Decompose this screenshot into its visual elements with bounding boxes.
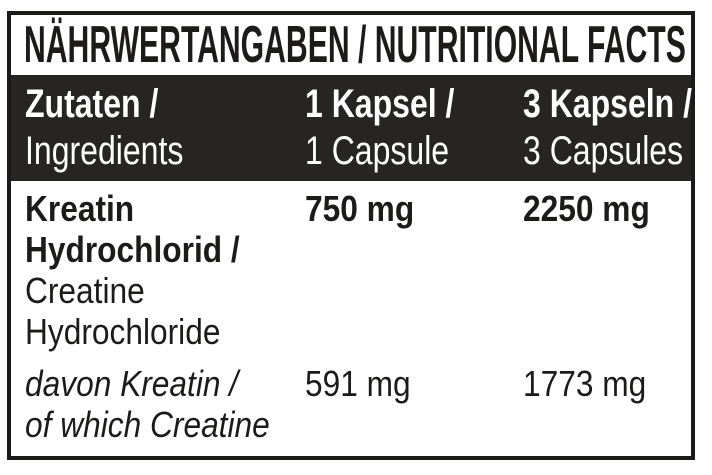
value-1-capsule: 591 mg <box>305 363 411 404</box>
table-header-row: Zutaten / Ingredients 1 Kapsel / 1 Capsu… <box>11 75 692 181</box>
header-3-capsules: 3 Kapseln / 3 Capsules <box>523 81 692 181</box>
ingredient-name-de-line2: Hydrochlorid / <box>25 229 240 270</box>
header-3-capsules-en: 3 Capsules <box>523 129 684 173</box>
ingredient-name-en-line1: Creatine <box>25 270 145 311</box>
table-body: Kreatin Hydrochlorid / Creatine Hydrochl… <box>11 181 691 456</box>
header-1-capsule-de: 1 Kapsel / <box>305 82 455 126</box>
table-title: NÄHRWERTANGABEN / NUTRITIONAL FACTS <box>24 16 686 74</box>
header-ingredients-en: Ingredients <box>25 129 184 173</box>
ingredient-name: Kreatin Hydrochlorid / Creatine Hydrochl… <box>25 188 271 352</box>
ingredient-name-de-line1: Kreatin <box>25 188 135 229</box>
header-ingredients-de: Zutaten / <box>25 82 159 126</box>
header-3-capsules-de: 3 Kapseln / <box>523 82 692 126</box>
value-3-capsules: 2250 mg <box>523 188 650 229</box>
row-of-which-creatine: davon Kreatin / of which Creatine 591 mg… <box>11 363 691 445</box>
header-1-capsule: 1 Kapsel / 1 Capsule <box>305 81 479 181</box>
ingredient-name-en-line2: Hydrochloride <box>25 311 221 352</box>
subingredient-name-line2: of which Creatine <box>25 404 270 445</box>
table-title-band: NÄHRWERTANGABEN / NUTRITIONAL FACTS <box>11 15 691 75</box>
header-1-capsule-en: 1 Capsule <box>305 129 450 173</box>
value-1-capsule: 750 mg <box>305 188 415 229</box>
header-ingredients: Zutaten / Ingredients <box>25 81 249 181</box>
row-creatine-hydrochloride: Kreatin Hydrochlorid / Creatine Hydrochl… <box>11 188 691 352</box>
subingredient-name-line1: davon Kreatin / <box>25 363 239 404</box>
ingredient-name: davon Kreatin / of which Creatine <box>25 363 271 445</box>
value-3-capsules: 1773 mg <box>523 363 647 404</box>
nutrition-facts-table: NÄHRWERTANGABEN / NUTRITIONAL FACTS Zuta… <box>7 11 695 460</box>
